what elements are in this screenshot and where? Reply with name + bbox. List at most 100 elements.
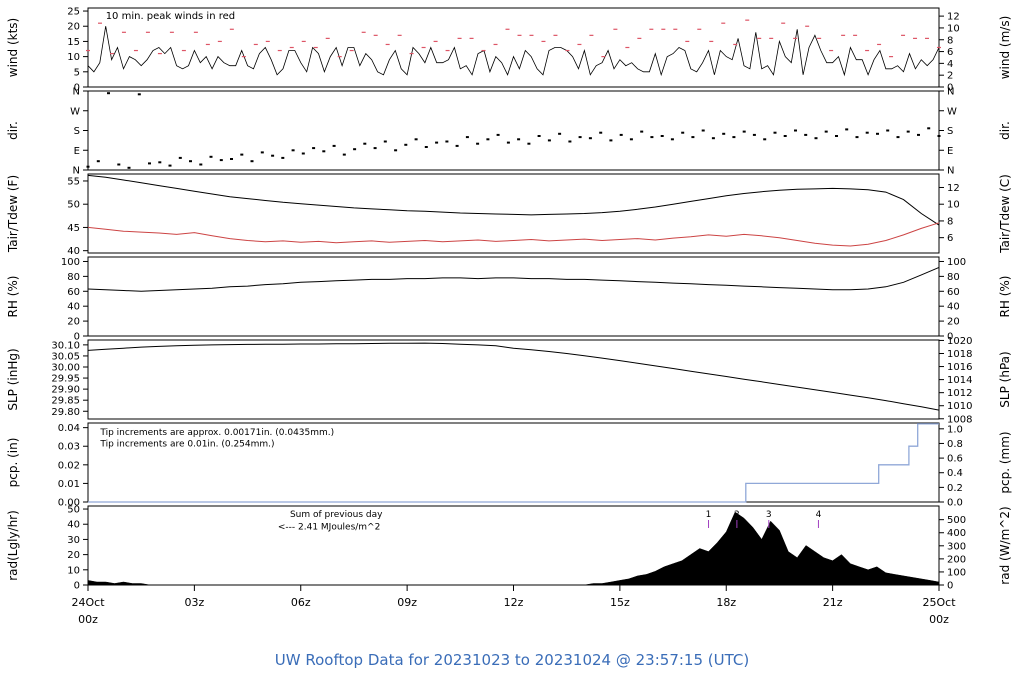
right-axis-label: SLP (hPa) bbox=[998, 351, 1012, 407]
scatter-dot bbox=[291, 149, 295, 152]
y-tick-label: 0.02 bbox=[58, 460, 80, 471]
scatter-dot bbox=[917, 133, 920, 136]
y-tick-label: 60 bbox=[947, 287, 960, 298]
scatter-dot bbox=[465, 136, 469, 139]
y-tick-label: 100 bbox=[947, 567, 966, 578]
scatter-dot bbox=[711, 137, 715, 140]
x-tick-label: 09z bbox=[397, 596, 417, 609]
y-tick-label: N bbox=[947, 166, 954, 177]
y-tick-label: 0.03 bbox=[58, 442, 80, 453]
scatter-dot bbox=[742, 130, 746, 133]
scatter-dot bbox=[455, 144, 459, 147]
y-tick-label: 15 bbox=[67, 37, 80, 48]
y-tick-label: 12 bbox=[947, 12, 960, 23]
y-tick-label: 1010 bbox=[947, 401, 972, 412]
scatter-dot bbox=[209, 155, 213, 158]
panel-frame bbox=[87, 422, 940, 503]
y-tick-label: 300 bbox=[947, 541, 966, 552]
y-tick-label: 0 bbox=[74, 83, 80, 94]
scatter-dot bbox=[96, 160, 100, 163]
y-tick-label: 500 bbox=[947, 515, 966, 526]
x-tick-label2: 00z bbox=[78, 613, 98, 626]
scatter-dot bbox=[681, 131, 685, 134]
scatter-dot bbox=[486, 138, 490, 141]
scatter-dot bbox=[476, 142, 480, 145]
y-tick-label: 45 bbox=[67, 223, 80, 234]
scatter-dot bbox=[732, 136, 736, 139]
x-tick-label: 03z bbox=[184, 596, 204, 609]
scatter-dot bbox=[906, 130, 910, 133]
y-tick-label: 1012 bbox=[947, 388, 972, 399]
y-tick-label: 1.0 bbox=[947, 424, 963, 435]
scatter-dot bbox=[568, 140, 572, 143]
scatter-dot bbox=[609, 139, 613, 142]
y-tick-label: 0 bbox=[74, 332, 80, 343]
y-tick-label: 50 bbox=[67, 505, 80, 516]
series-sea-level-pressure bbox=[87, 342, 940, 411]
right-axis-label: wind (m/s) bbox=[998, 16, 1012, 80]
y-tick-label: 40 bbox=[67, 246, 80, 257]
series-relative-humidity bbox=[87, 266, 940, 292]
y-tick-label: 0 bbox=[947, 83, 953, 94]
scatter-dot bbox=[619, 133, 623, 136]
annotation-text: <--- 2.41 MJoules/m^2 bbox=[278, 523, 380, 533]
x-tick-label: 15z bbox=[610, 596, 630, 609]
y-tick-label: 20 bbox=[67, 317, 80, 328]
y-tick-label: 10 bbox=[67, 565, 80, 576]
y-tick-label: W bbox=[70, 106, 80, 117]
left-axis-label: wind (kts) bbox=[6, 18, 20, 77]
scatter-dot bbox=[650, 136, 654, 139]
y-tick-label: 0 bbox=[74, 581, 80, 592]
y-tick-label: E bbox=[74, 146, 80, 157]
scatter-dot bbox=[588, 137, 592, 140]
scatter-dot bbox=[763, 138, 767, 141]
scatter-dot bbox=[230, 158, 233, 160]
scatter-dot bbox=[394, 149, 398, 152]
scatter-dot bbox=[240, 153, 244, 156]
scatter-dot bbox=[722, 132, 726, 135]
scatter-dot bbox=[107, 92, 110, 95]
annotation-text: Tip increments are approx. 0.00171in. (0… bbox=[99, 428, 334, 438]
y-tick-label: 60 bbox=[67, 287, 80, 298]
x-tick-label: 25Oct bbox=[922, 596, 956, 609]
y-tick-label: 1020 bbox=[947, 336, 972, 347]
series-tdew bbox=[87, 222, 940, 247]
left-axis-label: SLP (inHg) bbox=[6, 348, 20, 410]
y-tick-label: 20 bbox=[67, 550, 80, 561]
y-tick-label: 29.85 bbox=[51, 396, 80, 407]
y-tick-label: 12 bbox=[947, 183, 960, 194]
y-tick-label: 0.4 bbox=[947, 468, 963, 479]
y-tick-label: 30 bbox=[67, 535, 80, 546]
scatter-dot bbox=[312, 147, 316, 150]
panel-rh: 0 20 40 60 80 100 0 20 40 60 80 100 RH (%) RH (%) bbox=[6, 256, 1012, 343]
scatter-dot bbox=[814, 137, 818, 140]
y-tick-label: 0.8 bbox=[947, 439, 963, 450]
scatter-dot bbox=[773, 131, 777, 134]
right-axis-label: dir. bbox=[998, 121, 1012, 140]
y-tick-label: 40 bbox=[67, 520, 80, 531]
scatter-dot bbox=[578, 136, 582, 139]
scatter-dot bbox=[189, 160, 192, 163]
scatter-dot bbox=[599, 131, 603, 134]
y-tick-label: N bbox=[73, 166, 80, 177]
scatter-dot bbox=[168, 164, 172, 167]
y-tick-label: 6 bbox=[947, 233, 953, 244]
scatter-dot bbox=[322, 150, 326, 153]
y-tick-label: 4 bbox=[947, 59, 953, 70]
scatter-dot bbox=[506, 141, 510, 144]
scatter-dot bbox=[158, 161, 162, 164]
marker-label: 3 bbox=[766, 510, 772, 520]
scatter-dot bbox=[537, 135, 541, 137]
series-precipitation bbox=[88, 423, 939, 503]
y-tick-label: 8 bbox=[947, 35, 953, 46]
right-axis-label: Tair/Tdew (C) bbox=[998, 174, 1012, 254]
y-tick-label: 10 bbox=[947, 23, 960, 34]
y-tick-label: 10 bbox=[947, 200, 960, 211]
right-axis-label: rad (W/m^2) bbox=[998, 506, 1012, 584]
annotation-text: Sum of previous day bbox=[290, 510, 383, 520]
chart-title: UW Rooftop Data for 20231023 to 20231024… bbox=[274, 651, 750, 669]
scatter-dot bbox=[855, 136, 859, 139]
scatter-dot bbox=[937, 135, 941, 137]
scatter-dot bbox=[865, 131, 869, 134]
scatter-dot bbox=[804, 133, 808, 136]
